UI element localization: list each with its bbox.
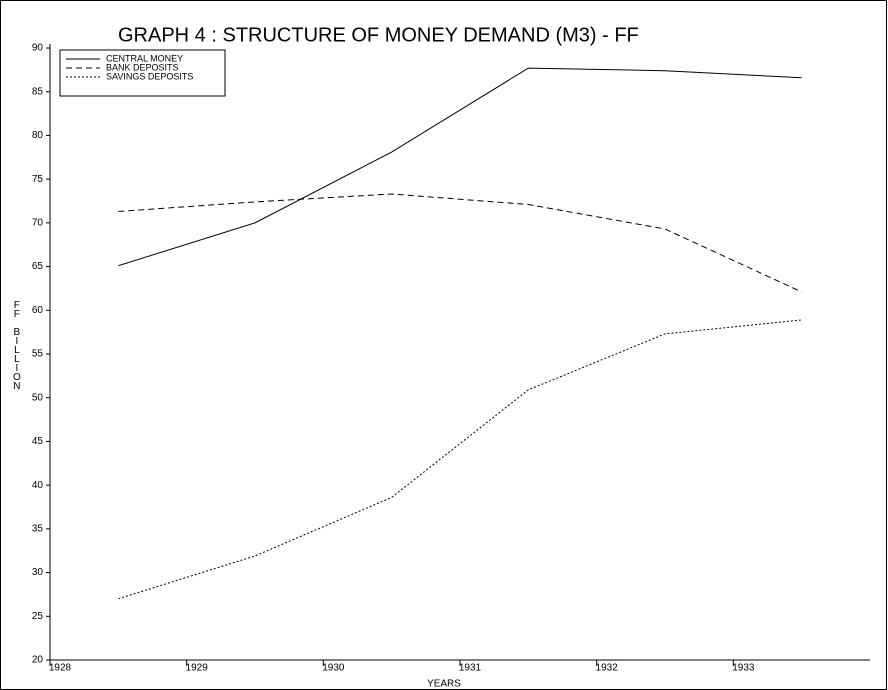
legend-label: BANK DEPOSITS xyxy=(106,62,179,72)
y-tick-label: 30 xyxy=(32,567,44,578)
y-tick-label: 20 xyxy=(32,655,44,666)
series-line xyxy=(118,319,802,600)
y-tick-label: 75 xyxy=(32,174,44,185)
y-tick-label: 25 xyxy=(32,611,44,622)
x-tick-label: 1929 xyxy=(186,663,209,674)
y-tick-label: 85 xyxy=(32,86,44,97)
y-tick-label: 40 xyxy=(32,480,44,491)
y-tick-label: 80 xyxy=(32,130,44,141)
x-tick-label: 1930 xyxy=(322,663,345,674)
y-tick-label: 55 xyxy=(32,349,44,360)
x-axis-label: YEARS xyxy=(427,679,461,690)
chart-title: GRAPH 4 : STRUCTURE OF MONEY DEMAND (M3)… xyxy=(118,24,639,46)
series-line xyxy=(118,193,802,293)
y-tick-label: 60 xyxy=(32,305,44,316)
y-tick-label: 65 xyxy=(32,261,44,272)
y-tick-label: 45 xyxy=(32,436,44,447)
y-tick-label: 35 xyxy=(32,523,44,534)
x-tick-label: 1933 xyxy=(732,663,755,674)
legend-label: CENTRAL MONEY xyxy=(106,53,183,63)
y-tick-label: 70 xyxy=(32,217,44,228)
y-tick-label: 50 xyxy=(32,392,44,403)
series-line xyxy=(118,67,802,267)
x-tick-label: 1928 xyxy=(49,663,72,674)
legend-box xyxy=(59,49,226,97)
x-tick-label: 1931 xyxy=(459,663,482,674)
legend-label: SAVINGS DEPOSITS xyxy=(106,71,193,81)
y-axis-label: FF BILLION xyxy=(11,300,22,390)
x-tick-label: 1932 xyxy=(596,663,619,674)
y-tick-label: 90 xyxy=(32,43,44,54)
